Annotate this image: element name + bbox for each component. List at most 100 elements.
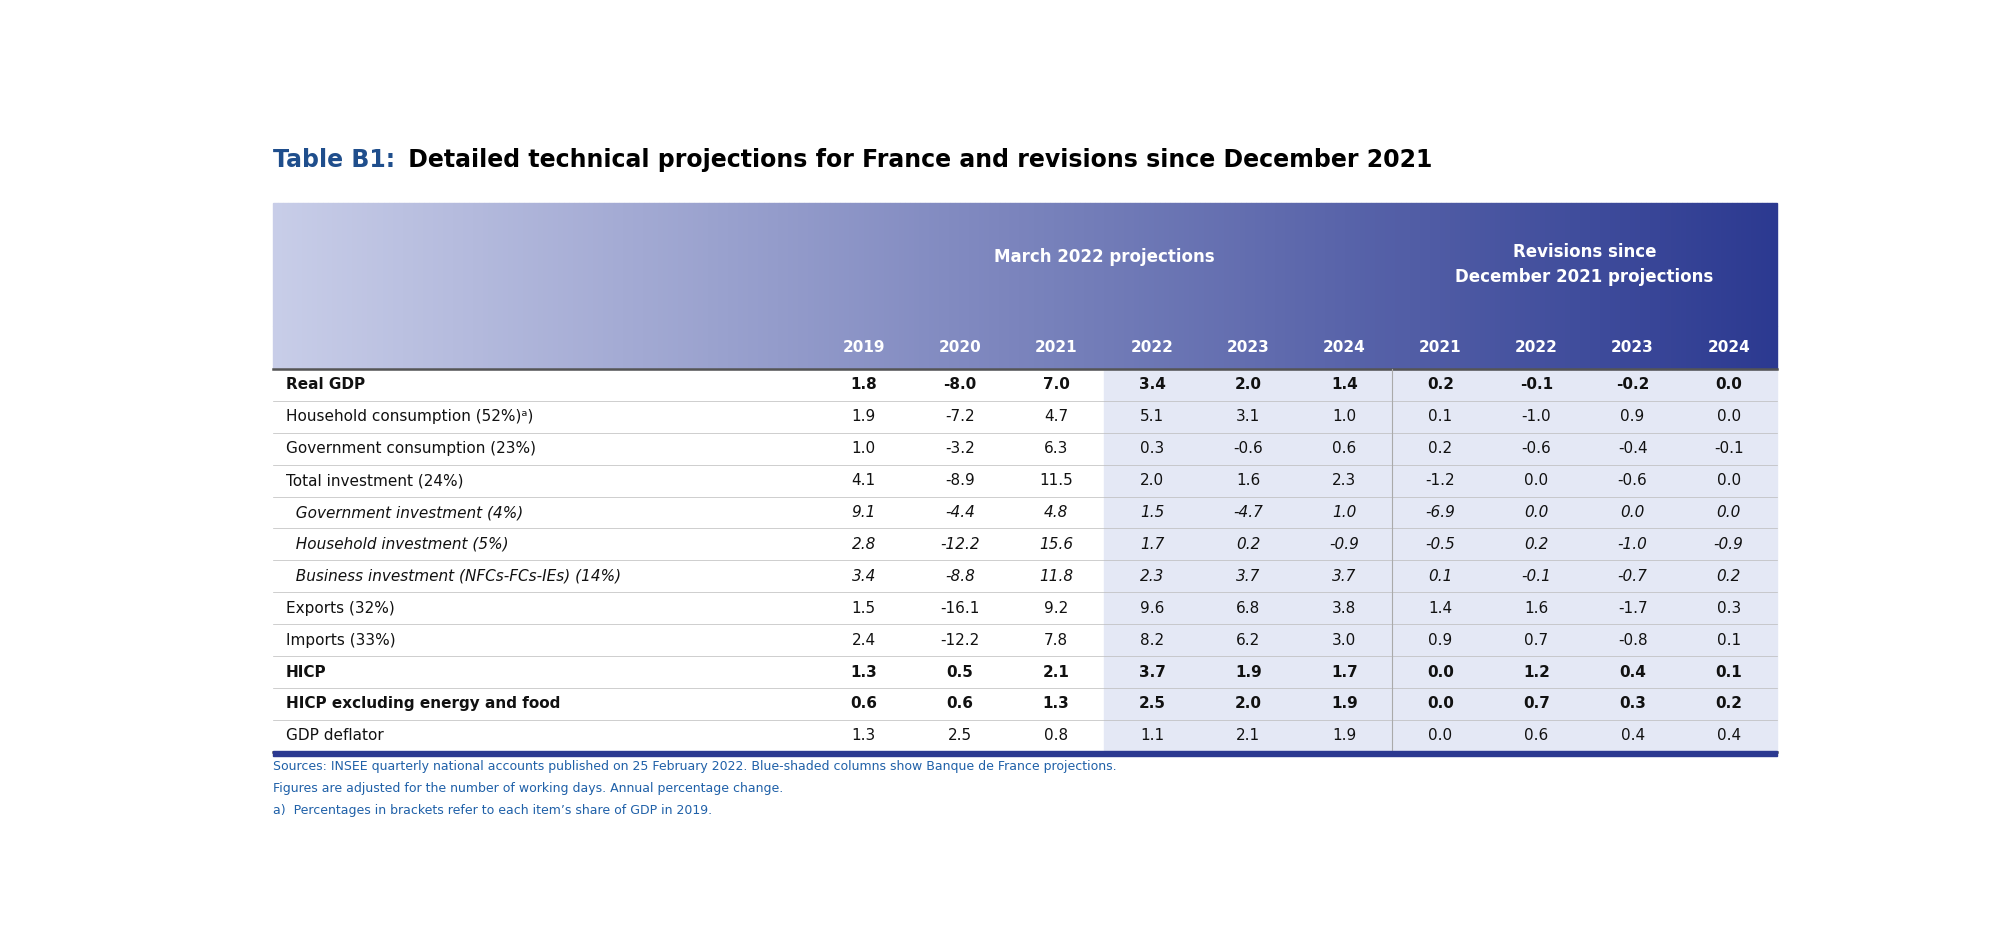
Bar — [1576, 325, 1582, 369]
Bar — [1536, 203, 1542, 325]
Text: HICP: HICP — [286, 664, 326, 679]
Bar — [414, 325, 418, 369]
Bar — [994, 325, 1000, 369]
Bar — [348, 203, 354, 325]
Bar — [1762, 203, 1766, 325]
Bar — [1692, 325, 1696, 369]
Text: 0.3: 0.3 — [1620, 696, 1646, 711]
Bar — [308, 203, 314, 325]
Bar — [1106, 325, 1110, 369]
Text: 1.0: 1.0 — [1332, 505, 1356, 520]
Bar — [790, 203, 794, 325]
Bar — [764, 203, 770, 325]
Text: 0.0: 0.0 — [1524, 505, 1548, 520]
Bar — [1602, 325, 1606, 369]
Text: 0.0: 0.0 — [1620, 505, 1644, 520]
Bar — [850, 325, 854, 369]
Bar — [508, 203, 514, 325]
Bar — [1014, 325, 1020, 369]
Bar — [1626, 203, 1632, 325]
Bar — [924, 203, 930, 325]
Bar — [1176, 203, 1180, 325]
Bar — [654, 325, 660, 369]
Bar — [1376, 203, 1380, 325]
Bar — [910, 325, 914, 369]
Bar — [424, 325, 428, 369]
Text: 0.7: 0.7 — [1524, 632, 1548, 647]
Bar — [1486, 325, 1492, 369]
Bar — [1732, 203, 1736, 325]
Bar — [1256, 203, 1260, 325]
Bar — [1436, 325, 1440, 369]
Bar — [884, 203, 890, 325]
Text: 2.4: 2.4 — [852, 632, 876, 647]
Text: Total investment (24%): Total investment (24%) — [286, 473, 464, 488]
Bar — [504, 203, 508, 325]
Bar — [1656, 325, 1662, 369]
Bar — [860, 203, 864, 325]
Bar — [1602, 203, 1606, 325]
Text: 0.2: 0.2 — [1236, 537, 1260, 552]
Bar — [1736, 203, 1742, 325]
Bar — [1706, 325, 1712, 369]
Bar — [1456, 325, 1462, 369]
Bar — [630, 325, 634, 369]
Text: 3.4: 3.4 — [852, 568, 876, 583]
Text: -0.6: -0.6 — [1618, 473, 1648, 488]
Bar — [1226, 203, 1230, 325]
Bar — [274, 325, 278, 369]
Bar — [620, 203, 624, 325]
Bar — [448, 203, 454, 325]
Bar — [1336, 203, 1340, 325]
Bar — [1680, 369, 1776, 751]
Text: 1.0: 1.0 — [1332, 409, 1356, 424]
Bar — [1170, 203, 1176, 325]
Bar — [524, 325, 528, 369]
Text: a)  Percentages in brackets refer to each item’s share of GDP in 2019.: a) Percentages in brackets refer to each… — [274, 804, 712, 817]
Bar — [1766, 203, 1772, 325]
Bar — [1310, 203, 1316, 325]
Bar — [1482, 325, 1486, 369]
Text: -3.2: -3.2 — [946, 441, 974, 456]
Bar — [1682, 325, 1686, 369]
Text: 6.8: 6.8 — [1236, 600, 1260, 615]
Bar — [1030, 203, 1036, 325]
Bar — [394, 203, 398, 325]
Bar — [524, 203, 528, 325]
Text: 0.0: 0.0 — [1428, 728, 1452, 743]
Text: -4.7: -4.7 — [1234, 505, 1264, 520]
Bar — [1130, 203, 1136, 325]
Bar — [1330, 325, 1336, 369]
Bar — [1400, 325, 1406, 369]
Bar — [1512, 203, 1516, 325]
Bar — [1646, 325, 1652, 369]
Bar — [528, 203, 534, 325]
Bar — [1150, 203, 1156, 325]
Bar — [914, 203, 920, 325]
Text: Real GDP: Real GDP — [286, 377, 364, 392]
Text: 2021: 2021 — [1420, 340, 1462, 355]
Bar — [508, 325, 514, 369]
Bar — [1050, 203, 1056, 325]
Bar — [434, 203, 438, 325]
Bar — [1616, 203, 1622, 325]
Bar — [1746, 203, 1752, 325]
Bar — [318, 203, 324, 325]
Text: -1.2: -1.2 — [1426, 473, 1456, 488]
Bar — [578, 203, 584, 325]
Text: 2.0: 2.0 — [1234, 696, 1262, 711]
Bar — [1300, 203, 1306, 325]
Bar — [438, 325, 444, 369]
Bar — [1166, 203, 1170, 325]
Bar — [274, 369, 816, 751]
Bar — [1066, 203, 1070, 325]
Bar — [920, 203, 924, 325]
Bar — [1356, 203, 1360, 325]
Bar — [438, 203, 444, 325]
Bar — [338, 325, 344, 369]
Bar — [1726, 325, 1732, 369]
Bar — [1662, 325, 1666, 369]
Bar — [610, 325, 614, 369]
Bar — [1552, 325, 1556, 369]
Text: 0.2: 0.2 — [1524, 537, 1548, 552]
